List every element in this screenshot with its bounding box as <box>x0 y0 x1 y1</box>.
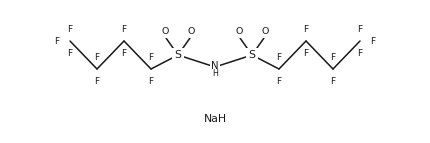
Text: O: O <box>161 27 169 36</box>
Text: F: F <box>148 77 154 86</box>
Text: S: S <box>175 50 181 60</box>
Text: F: F <box>370 36 375 45</box>
Text: F: F <box>95 52 100 61</box>
Text: F: F <box>121 48 126 57</box>
Text: F: F <box>68 48 73 57</box>
Text: S: S <box>249 50 255 60</box>
Text: F: F <box>357 48 362 57</box>
Text: F: F <box>148 52 154 61</box>
Text: F: F <box>276 77 282 86</box>
Text: F: F <box>68 24 73 33</box>
Text: F: F <box>330 77 335 86</box>
Text: F: F <box>276 52 282 61</box>
Text: H: H <box>212 69 218 79</box>
Text: N: N <box>211 61 219 71</box>
Text: O: O <box>261 27 269 36</box>
Text: F: F <box>304 48 309 57</box>
Text: F: F <box>55 36 60 45</box>
Text: F: F <box>121 24 126 33</box>
Text: F: F <box>95 77 100 86</box>
Text: O: O <box>235 27 243 36</box>
Text: F: F <box>357 24 362 33</box>
Text: F: F <box>330 52 335 61</box>
Text: O: O <box>187 27 195 36</box>
Text: NaH: NaH <box>203 114 227 124</box>
Text: F: F <box>304 24 309 33</box>
